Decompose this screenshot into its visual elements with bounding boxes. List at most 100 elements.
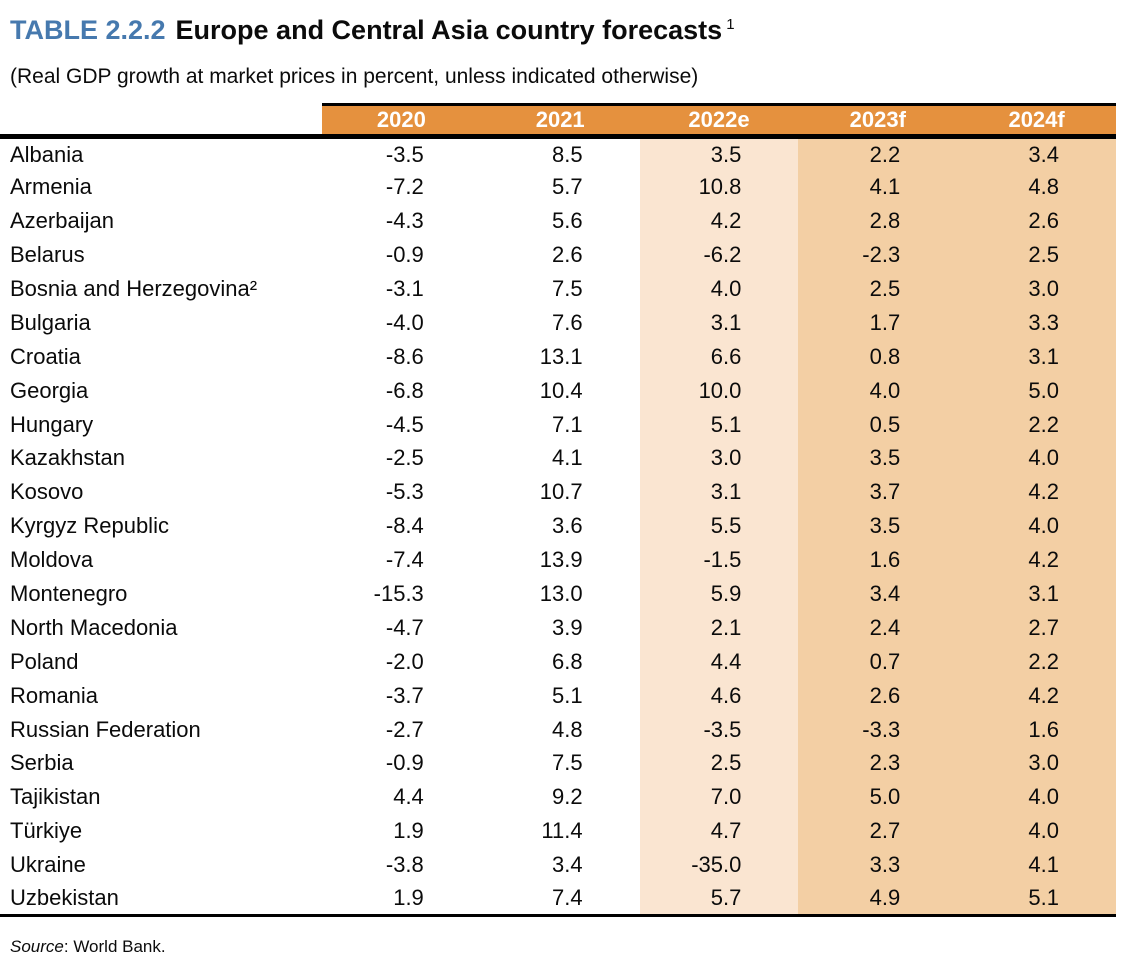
table-row: Russian Federation -2.7 4.8 -3.5 -3.3 1.6 [0,713,1116,747]
value-cell: -8.4 [385,513,424,539]
value-cell: 11.4 [541,818,583,844]
value-cell: 3.4 [869,581,901,607]
value-cell: 3.4 [552,852,583,878]
value-cell: 4.9 [798,882,958,918]
country-cell: Bosnia and Herzegovina² [10,276,258,301]
column-header-2021: 2021 [480,103,640,139]
value-cell: 2.5 [869,276,901,301]
value-cell: 3.5 [869,513,901,539]
value-cell: 2.1 [710,614,742,640]
value-cell: 2.3 [869,750,901,776]
source-text: : World Bank. [63,937,166,957]
header-corner-cell [0,104,322,139]
value-cell: 4.2 [1028,479,1059,505]
value-cell: 2.2 [1028,648,1059,674]
column-header-2024f: 2024f [957,103,1116,139]
value-cell: 4.0 [1028,784,1059,810]
value-cell: -2.3 [862,242,901,268]
value-cell: -3.8 [385,852,424,878]
table-row: Georgia -6.8 10.4 10.0 4.0 5.0 [0,374,1116,408]
country-cell: Hungary [10,411,94,437]
value-cell: 0.7 [869,648,901,674]
value-cell: -3.3 [862,716,901,742]
country-cell: Albania [10,141,84,167]
value-cell: 6.8 [552,648,583,674]
column-header-2023f: 2023f [798,103,958,139]
table-row: Romania -3.7 5.1 4.6 2.6 4.2 [0,679,1116,713]
country-cell: Armenia [10,174,92,200]
title-footnote-ref: 1 [726,16,735,33]
value-cell: 3.4 [1028,141,1059,167]
table-row: Türkiye 1.9 11.4 4.7 2.7 4.0 [0,814,1116,848]
country-cell: North Macedonia [10,614,178,640]
value-cell: 10.8 [698,174,742,200]
table-row: Serbia -0.9 7.5 2.5 2.3 3.0 [0,747,1116,781]
value-cell: 2.7 [1028,614,1059,640]
value-cell: -7.4 [385,547,424,573]
value-cell: 3.0 [710,445,742,471]
table-row: Kazakhstan -2.5 4.1 3.0 3.5 4.0 [0,442,1116,476]
value-cell: 3.5 [869,445,901,471]
value-cell: 3.6 [552,513,583,539]
country-cell: Bulgaria [10,309,91,335]
value-cell: 3.1 [710,479,742,505]
country-cell: Moldova [10,547,94,573]
table-row: Croatia -8.6 13.1 6.6 0.8 3.1 [0,340,1116,374]
country-cell: Croatia [10,343,81,369]
value-cell: 1.6 [869,547,901,573]
value-cell: 7.0 [710,784,742,810]
table-row: Kyrgyz Republic -8.4 3.6 5.5 3.5 4.0 [0,509,1116,543]
value-cell: -6.8 [385,377,424,403]
country-cell: Kyrgyz Republic [10,513,169,539]
country-cell: Tajikistan [10,784,101,810]
value-cell: 5.9 [710,581,742,607]
value-cell: 3.1 [1028,343,1059,369]
value-cell: -3.5 [385,141,424,167]
value-cell: 4.8 [1028,174,1059,200]
value-cell: 1.9 [393,818,424,844]
value-cell: 2.7 [869,818,901,844]
value-cell: 5.6 [552,208,583,234]
table-row: Bosnia and Herzegovina² -3.1 7.5 4.0 2.5 3.0 [0,272,1116,306]
value-cell: -7.2 [385,174,424,200]
value-cell: 13.0 [539,581,583,607]
value-cell: -2.7 [385,716,424,742]
header-row: 2020 2021 2022e 2023f 2024f [0,103,1116,139]
country-cell: Ukraine [10,852,86,878]
value-cell: -3.1 [385,276,424,301]
country-cell: Kazakhstan [10,445,125,471]
value-cell: 10.4 [539,377,583,403]
value-cell: 4.2 [1028,547,1059,573]
forecast-table: 2020 2021 2022e 2023f 2024f Albania -3.5 8.5 3.… [0,103,1116,918]
value-cell: 4.2 [710,208,742,234]
table-subtitle: (Real GDP growth at market prices in per… [10,65,699,88]
value-cell: 4.1 [552,445,583,471]
value-cell: 7.4 [480,882,640,918]
value-cell: 3.1 [1028,581,1059,607]
value-cell: 3.3 [1028,309,1059,335]
value-cell: 2.6 [869,682,901,708]
value-cell: 2.5 [710,750,742,776]
table-row: Bulgaria -4.0 7.6 3.1 1.7 3.3 [0,306,1116,340]
value-cell: 4.1 [869,174,901,200]
value-cell: -4.0 [385,309,424,335]
value-cell: 3.0 [1028,750,1059,776]
table-row: Uzbekistan 1.9 7.4 5.7 4.9 5.1 [0,882,1116,918]
value-cell: 2.5 [1028,242,1059,268]
value-cell: 2.4 [869,614,901,640]
value-cell: 2.2 [869,141,901,167]
country-cell: Uzbekistan [0,882,322,918]
value-cell: 5.5 [710,513,742,539]
value-cell: 3.1 [710,309,742,335]
table-row: Moldova -7.4 13.9 -1.5 1.6 4.2 [0,543,1116,577]
value-cell: 4.0 [710,276,742,301]
country-cell: Belarus [10,242,85,268]
table-row: North Macedonia -4.7 3.9 2.1 2.4 2.7 [0,611,1116,645]
source-note: Source: World Bank. [0,937,1117,957]
value-cell: 4.0 [1028,445,1059,471]
value-cell: -0.9 [385,750,424,776]
value-cell: 13.9 [539,547,583,573]
value-cell: -6.2 [703,242,742,268]
value-cell: 2.8 [869,208,901,234]
